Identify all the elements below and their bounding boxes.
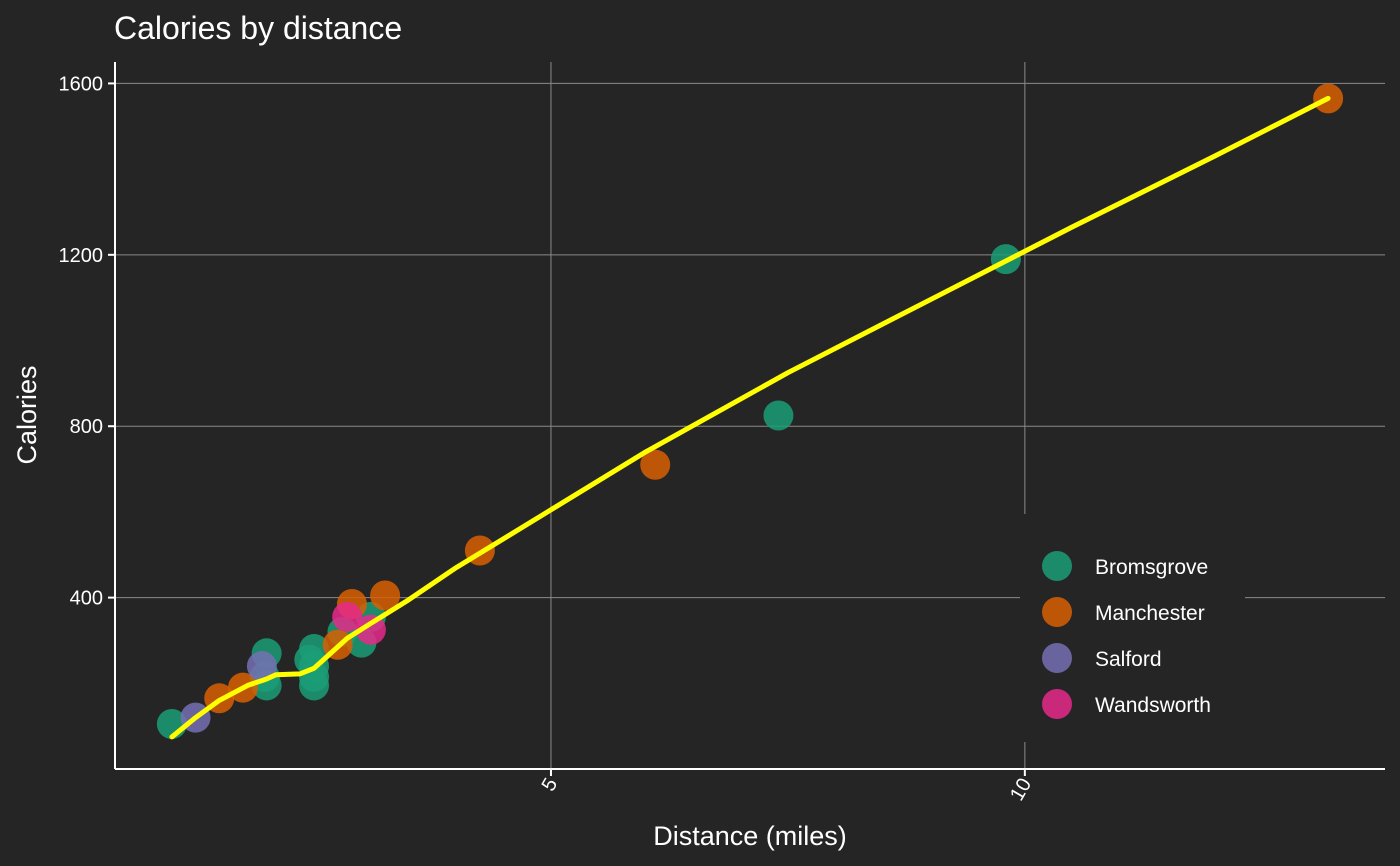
chart-title: Calories by distance xyxy=(114,10,402,46)
smooth-line xyxy=(169,95,1331,740)
data-point xyxy=(370,580,401,611)
legend-swatch xyxy=(1042,689,1072,719)
legend: Bromsgrove Manchester Salford Wandsworth xyxy=(1020,514,1245,742)
legend-label: Manchester xyxy=(1095,602,1205,625)
y-tick-label: 1200 xyxy=(59,245,104,267)
legend-swatch xyxy=(1042,643,1072,673)
y-tick-label: 1600 xyxy=(59,73,104,95)
data-point xyxy=(763,400,794,431)
legend-label: Salford xyxy=(1095,648,1162,671)
data-point xyxy=(355,614,386,645)
legend-swatch xyxy=(1042,597,1072,627)
data-point xyxy=(246,651,277,682)
data-point xyxy=(640,449,671,480)
data-point xyxy=(332,601,363,632)
y-tick-label: 800 xyxy=(70,416,103,438)
legend-swatch xyxy=(1042,551,1072,581)
data-point xyxy=(299,634,330,665)
legend-label: Wandsworth xyxy=(1095,694,1211,717)
smooth-line-layer xyxy=(169,95,1331,740)
y-axis-label: Calories xyxy=(12,365,42,464)
x-axis-label: Distance (miles) xyxy=(653,821,847,851)
y-tick-label: 400 xyxy=(70,588,103,610)
legend-label: Bromsgrove xyxy=(1095,556,1208,579)
